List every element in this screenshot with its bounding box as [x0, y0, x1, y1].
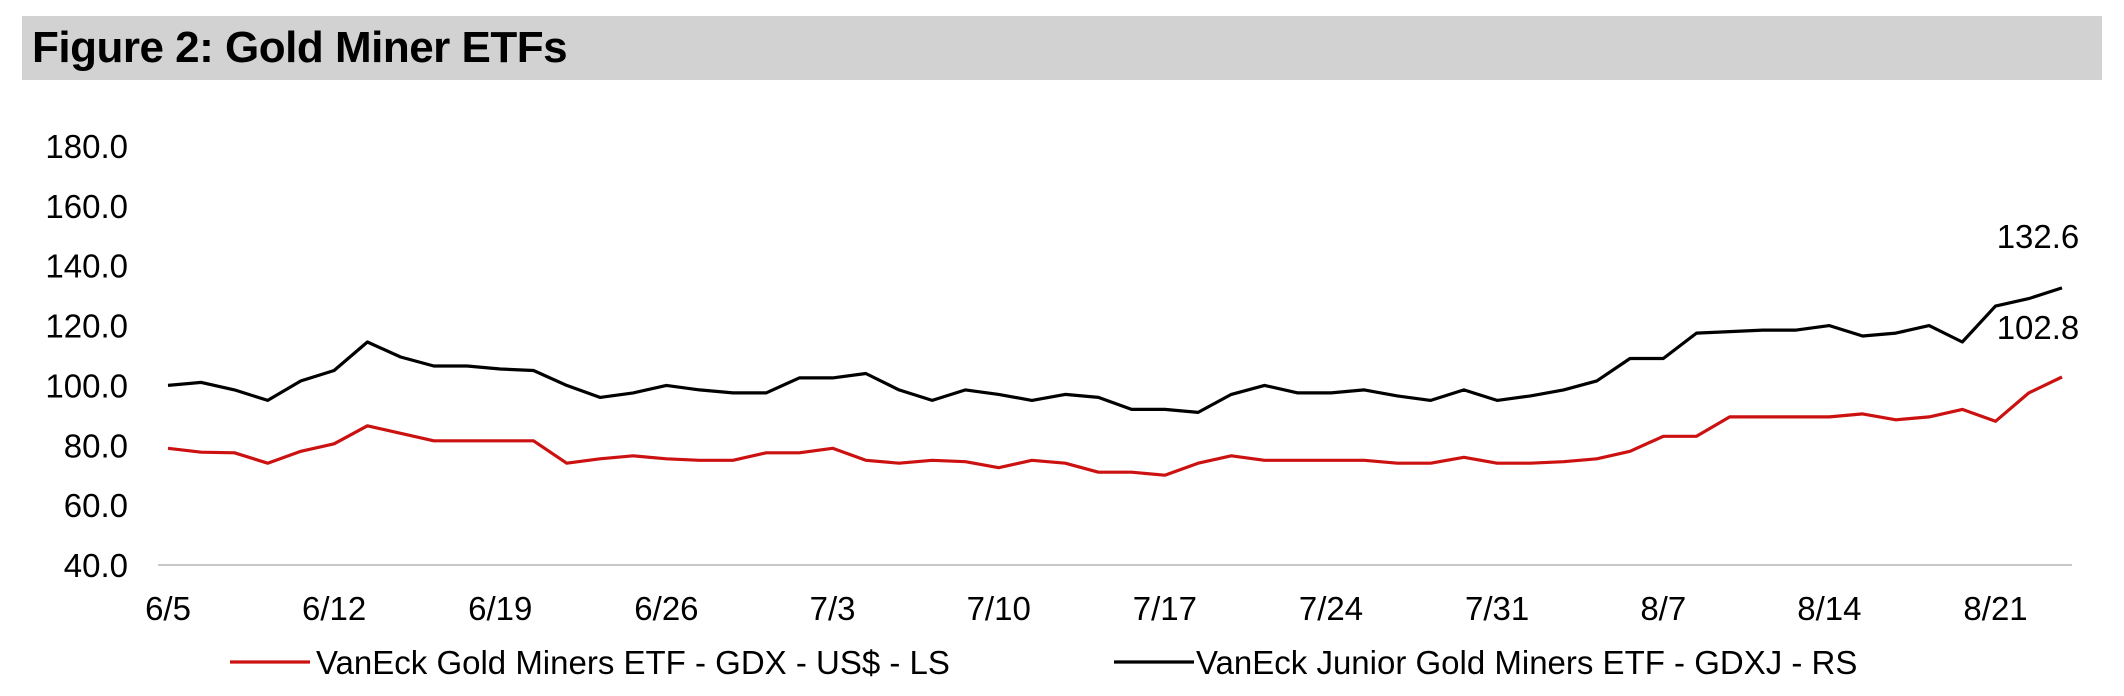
x-axis: 6/5 6/12 6/19 6/26 7/3 7/10 7/17 7/24 7/31 8/7 8/1… — [145, 564, 2072, 627]
x-tick-label: 8/7 — [1640, 590, 1686, 627]
x-tick-label: 6/12 — [302, 590, 366, 627]
y-tick-label: 40.0 — [64, 547, 128, 584]
x-tick-label: 7/17 — [1133, 590, 1197, 627]
legend-label: VanEck Junior Gold Miners ETF - GDXJ - R… — [1196, 644, 1857, 681]
legend-label: VanEck Gold Miners ETF - GDX - US$ - LS — [316, 644, 950, 681]
end-value-label: 132.6 — [1997, 218, 2080, 255]
x-tick-label: 6/5 — [145, 590, 191, 627]
x-tick-label: 7/24 — [1299, 590, 1363, 627]
x-tick-label: 6/26 — [634, 590, 698, 627]
y-tick-label: 100.0 — [45, 367, 128, 404]
series-line-gdxj — [167, 286, 2063, 414]
y-axis: 180.0 160.0 140.0 120.0 100.0 80.0 60.0 40.0 — [45, 128, 128, 584]
figure-title-bar: Figure 2: Gold Miner ETFs — [22, 16, 2102, 80]
y-tick-label: 180.0 — [45, 128, 128, 165]
x-tick-label: 7/31 — [1465, 590, 1529, 627]
x-tick-label: 7/3 — [810, 590, 856, 627]
y-tick-label: 120.0 — [45, 308, 128, 345]
y-tick-label: 80.0 — [64, 427, 128, 464]
y-tick-label: 160.0 — [45, 188, 128, 225]
y-tick-label: 60.0 — [64, 487, 128, 524]
x-tick-label: 6/19 — [468, 590, 532, 627]
x-tick-label: 8/14 — [1797, 590, 1861, 627]
legend: VanEck Gold Miners ETF - GDX - US$ - LS V… — [230, 644, 1857, 681]
series-line-gdx — [167, 375, 2063, 477]
series-layer: 102.8 132.6 — [167, 218, 2080, 477]
y-tick-label: 140.0 — [45, 248, 128, 285]
x-tick-label: 8/21 — [1963, 590, 2027, 627]
x-tick-label: 7/10 — [967, 590, 1031, 627]
end-value-label: 102.8 — [1997, 309, 2080, 346]
figure-title: Figure 2: Gold Miner ETFs — [32, 23, 568, 72]
